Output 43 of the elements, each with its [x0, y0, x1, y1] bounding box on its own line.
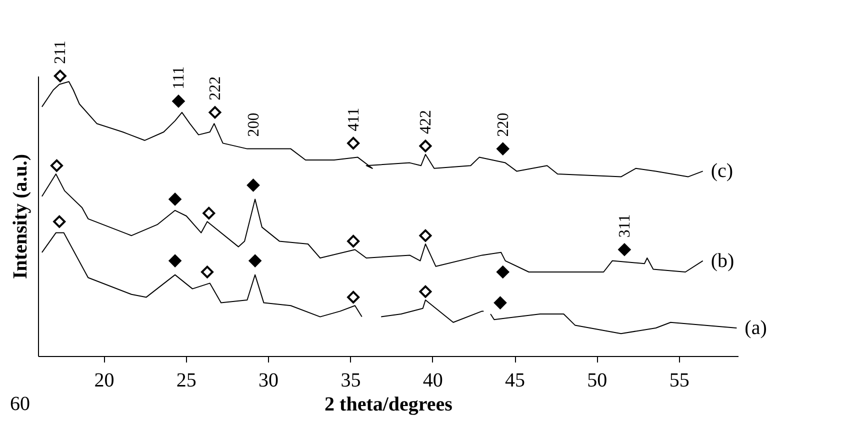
- point: [618, 243, 631, 256]
- point: [494, 296, 506, 310]
- y-axis-title: Intensity (a.u.): [10, 154, 32, 280]
- x-tick-label: 20: [94, 370, 114, 392]
- annotation: 211: [52, 40, 70, 64]
- point: [54, 70, 66, 82]
- x-axis-title: 2 theta/degrees: [324, 394, 453, 416]
- series-label: (c): [710, 160, 734, 182]
- point: [172, 94, 185, 108]
- point: [496, 266, 510, 278]
- x-tick-label: 25: [176, 370, 196, 392]
- x-tick-label: 45: [505, 370, 526, 392]
- point: [419, 229, 432, 242]
- annotation: 222: [206, 76, 224, 100]
- x-tick-label: 40: [422, 370, 443, 392]
- point: [53, 215, 66, 228]
- text: 60: [10, 393, 30, 415]
- point: [247, 178, 260, 192]
- annotation: 111: [170, 66, 188, 90]
- point: [347, 234, 360, 248]
- annotation: 411: [345, 108, 362, 132]
- annotation: 220: [494, 112, 512, 137]
- annotation: 311: [616, 214, 634, 238]
- series-label: (a): [744, 317, 767, 339]
- x-tick-label: 35: [340, 370, 361, 392]
- x-tick-label: 50: [587, 370, 608, 392]
- point: [50, 159, 63, 172]
- point: [202, 206, 216, 220]
- point: [168, 192, 182, 206]
- point: [201, 266, 214, 278]
- annotation: 200: [245, 112, 262, 137]
- series-label: (b): [710, 250, 734, 272]
- point: [208, 106, 222, 119]
- point: [347, 136, 360, 150]
- point: [496, 142, 510, 156]
- annotation: 422: [417, 110, 434, 134]
- point: [419, 285, 432, 298]
- point: [168, 254, 182, 268]
- x-tick-label: 30: [258, 370, 279, 392]
- x-tick-label: 55: [669, 370, 690, 392]
- point: [347, 290, 360, 304]
- point: [248, 254, 262, 268]
- point: [419, 140, 432, 152]
